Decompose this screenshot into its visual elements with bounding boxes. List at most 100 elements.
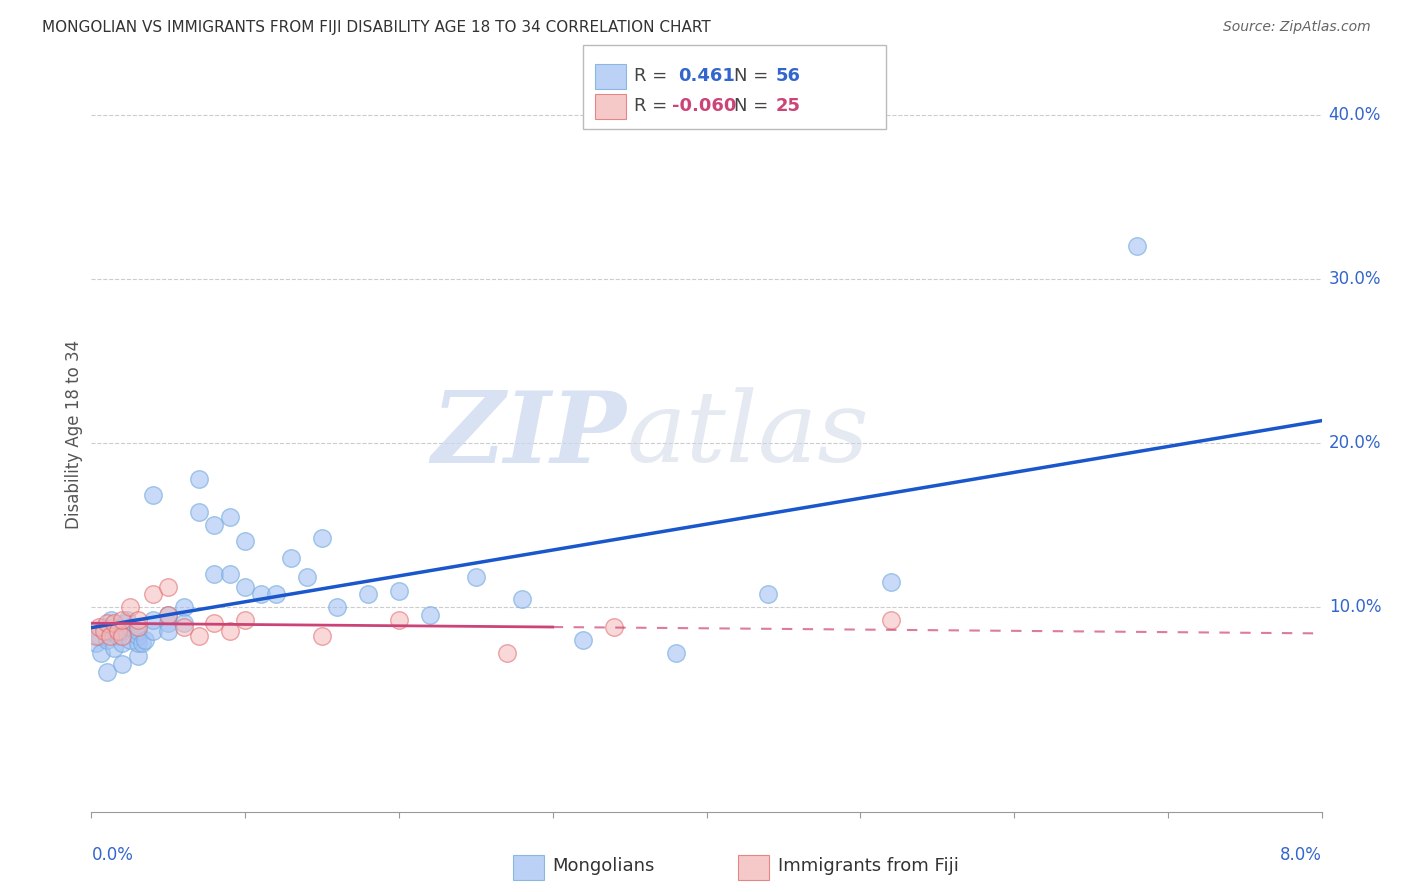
Point [510,591,533,606]
Text: N =: N = [734,97,773,115]
Point [142,613,165,627]
Text: 30.0%: 30.0% [1329,270,1381,288]
Text: 0.461: 0.461 [678,68,734,86]
Point [157,608,180,623]
Point [202,567,225,582]
Point [495,646,517,660]
Point [87,619,110,633]
Y-axis label: Disability Age 18 to 34: Disability Age 18 to 34 [65,340,83,530]
Point [127,613,149,627]
Point [388,583,411,598]
Point [127,624,149,639]
Point [157,616,180,631]
Text: R =: R = [634,97,673,115]
Text: 25: 25 [776,97,801,115]
Text: Immigrants from Fiji: Immigrants from Fiji [778,857,959,875]
Point [111,636,134,650]
Point [157,624,180,639]
Point [93,624,115,639]
Point [188,505,211,519]
Point [295,570,318,584]
Point [111,657,134,672]
Point [142,624,165,639]
Point [127,636,149,650]
Text: 0.0%: 0.0% [91,846,134,863]
Point [311,629,333,643]
Point [103,640,125,655]
Point [111,613,134,627]
Text: 20.0%: 20.0% [1329,434,1381,452]
Text: MONGOLIAN VS IMMIGRANTS FROM FIJI DISABILITY AGE 18 TO 34 CORRELATION CHART: MONGOLIAN VS IMMIGRANTS FROM FIJI DISABI… [42,20,711,35]
Point [880,613,903,627]
Text: 8.0%: 8.0% [1279,846,1322,863]
Point [218,509,240,524]
Text: atlas: atlas [627,387,869,483]
Point [131,636,153,650]
Point [202,518,225,533]
Point [127,619,149,633]
Point [93,619,115,633]
Point [357,587,380,601]
Point [103,616,125,631]
Text: R =: R = [634,68,673,86]
Point [665,646,688,660]
Point [572,632,595,647]
Point [90,646,112,660]
Point [134,632,156,647]
Point [603,619,626,633]
Point [388,613,411,627]
Point [103,619,125,633]
Point [96,616,118,631]
Text: Source: ZipAtlas.com: Source: ZipAtlas.com [1223,20,1371,34]
Point [188,472,211,486]
Point [84,636,107,650]
Point [114,616,136,631]
Point [233,534,256,549]
Point [218,567,240,582]
Text: ZIP: ZIP [432,386,627,483]
Text: 40.0%: 40.0% [1329,106,1381,124]
Point [142,488,165,502]
Point [84,629,107,643]
Point [464,570,486,584]
Point [311,531,333,545]
Point [173,616,195,631]
Point [419,608,441,623]
Point [233,613,256,627]
Point [107,624,129,639]
Point [96,632,118,647]
Point [96,665,118,680]
Text: Mongolians: Mongolians [553,857,655,875]
Point [173,619,195,633]
Point [1126,239,1149,253]
Point [188,629,211,643]
Point [98,624,121,639]
Point [142,587,165,601]
Text: 10.0%: 10.0% [1329,598,1381,615]
Point [756,587,779,601]
Point [115,613,138,627]
Point [111,629,134,643]
Point [249,587,271,601]
Point [127,648,149,663]
Point [264,587,287,601]
Point [127,629,149,643]
Point [100,613,122,627]
Point [118,632,141,647]
Point [111,624,134,639]
Point [87,629,110,643]
Point [202,616,225,631]
Point [118,599,141,614]
Point [107,629,129,643]
Text: N =: N = [734,68,773,86]
Point [173,599,195,614]
Point [157,580,180,594]
Point [98,629,121,643]
Point [880,575,903,590]
Point [280,550,302,565]
Text: 56: 56 [776,68,801,86]
Point [118,619,141,633]
Point [326,599,349,614]
Point [157,608,180,623]
Text: -0.060: -0.060 [672,97,737,115]
